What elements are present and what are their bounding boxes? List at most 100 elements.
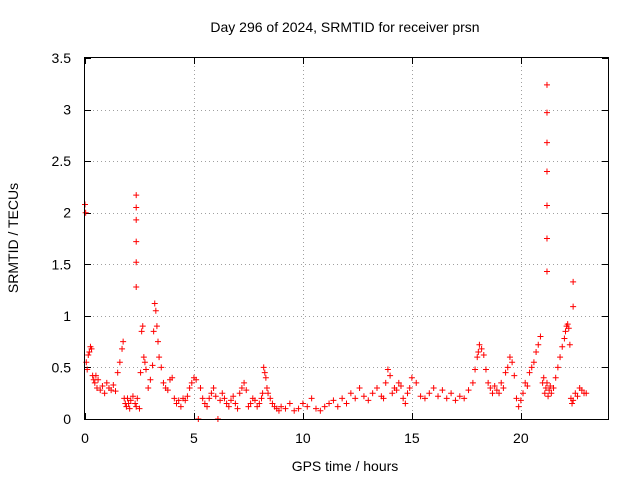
x-tick-label: 10 [295, 430, 311, 446]
data-point [475, 348, 482, 355]
data-point [124, 395, 131, 402]
data-point [265, 390, 272, 397]
data-point [282, 405, 289, 412]
data-point [456, 393, 463, 400]
data-point [540, 374, 547, 381]
data-point [147, 376, 154, 383]
data-point [245, 403, 252, 410]
data-point [247, 400, 254, 407]
data-point [435, 393, 442, 400]
data-point [119, 345, 126, 352]
data-point [547, 382, 554, 389]
data-point [97, 387, 104, 394]
data-point [133, 403, 140, 410]
data-point [110, 381, 117, 388]
data-point [101, 390, 108, 397]
y-tick-label: 1.5 [52, 256, 72, 272]
data-point [169, 374, 176, 381]
data-point [542, 385, 549, 392]
chart-title: Day 296 of 2024, SRMTID for receiver prs… [210, 19, 479, 35]
data-point [114, 369, 121, 376]
data-point [382, 379, 389, 386]
data-point [524, 382, 531, 389]
data-point [82, 209, 89, 216]
data-point [132, 400, 139, 407]
data-point [543, 109, 550, 116]
data-point [515, 403, 522, 410]
data-point [84, 366, 91, 373]
data-point [380, 395, 387, 402]
data-point [143, 366, 150, 373]
data-point [225, 403, 232, 410]
data-point [204, 403, 211, 410]
data-point [465, 387, 472, 394]
data-point [123, 403, 130, 410]
data-point [330, 397, 337, 404]
data-point [99, 382, 106, 389]
data-point [489, 390, 496, 397]
data-point [93, 385, 100, 392]
data-point [261, 369, 268, 376]
data-point [212, 393, 219, 400]
data-point [151, 300, 158, 307]
data-point [543, 168, 550, 175]
data-point [234, 405, 241, 412]
data-point [559, 343, 566, 350]
data-point [574, 393, 581, 400]
data-point [554, 364, 561, 371]
x-axis-label: GPS time / hours [292, 458, 399, 474]
data-point [552, 374, 559, 381]
data-point [108, 387, 115, 394]
data-point [339, 395, 346, 402]
data-point [520, 390, 527, 397]
data-point [133, 216, 140, 223]
data-points [82, 81, 590, 422]
data-point [223, 400, 230, 407]
data-point [548, 390, 555, 397]
data-point [583, 390, 590, 397]
data-point [404, 390, 411, 397]
data-point [496, 390, 503, 397]
data-point [570, 397, 577, 404]
y-tick-label: 1 [63, 308, 71, 324]
data-point [206, 395, 213, 402]
data-point [317, 407, 324, 414]
data-point [85, 352, 92, 359]
plot-frame [84, 57, 609, 420]
data-point [219, 390, 226, 397]
data-point [543, 202, 550, 209]
data-point [173, 400, 180, 407]
data-point [188, 379, 195, 386]
data-point [543, 235, 550, 242]
y-tick-label: 3.5 [52, 50, 72, 66]
data-point [182, 397, 189, 404]
data-point [199, 395, 206, 402]
data-point [369, 390, 376, 397]
data-point [533, 348, 540, 355]
data-point [156, 354, 163, 361]
data-point [543, 139, 550, 146]
data-point [134, 395, 141, 402]
data-point [461, 395, 468, 402]
data-point [210, 385, 217, 392]
data-point [343, 400, 350, 407]
data-point [545, 393, 552, 400]
data-point [164, 387, 171, 394]
data-point [374, 385, 381, 392]
data-point [543, 81, 550, 88]
x-tick-label: 0 [81, 430, 89, 446]
data-point [127, 397, 134, 404]
data-point [286, 400, 293, 407]
data-point [474, 354, 481, 361]
data-point [478, 345, 485, 352]
data-point [158, 364, 165, 371]
axis-ticks [85, 58, 608, 420]
data-point [541, 390, 548, 397]
data-point [88, 345, 95, 352]
data-point [243, 387, 250, 394]
data-point [500, 385, 507, 392]
data-point [103, 379, 110, 386]
x-tick-label: 15 [404, 430, 420, 446]
data-point [578, 387, 585, 394]
data-point [387, 372, 394, 379]
